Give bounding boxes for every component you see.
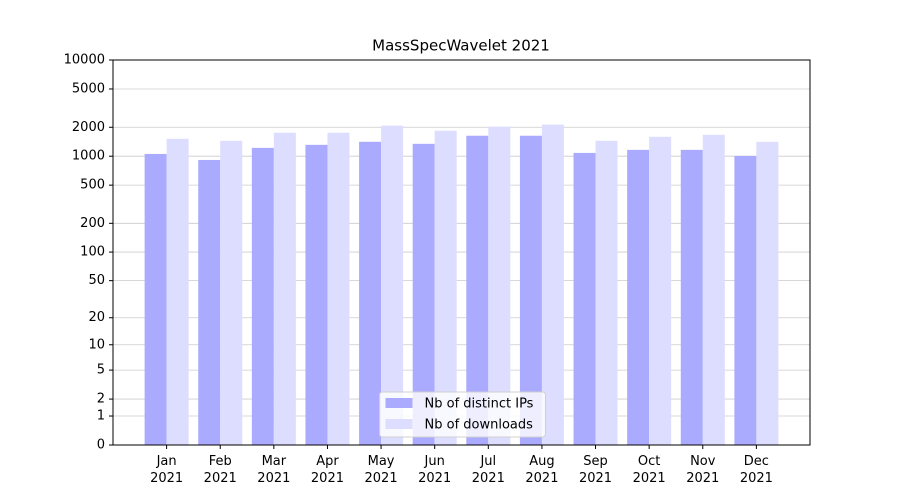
bar: [273, 132, 296, 446]
x-tick-label-line: 2021: [150, 471, 183, 486]
legend-box: [379, 391, 546, 438]
x-tick-label-line: 2021: [525, 471, 558, 486]
bar: [649, 136, 672, 445]
x-tick-label: May 2021: [365, 454, 398, 486]
x-tick-label-line: 2021: [686, 471, 719, 486]
bar: [702, 134, 725, 446]
bar: [519, 135, 542, 445]
x-tick-label-line: Sep: [583, 454, 608, 469]
bar: [488, 126, 511, 445]
x-tick-label-line: May: [368, 454, 395, 469]
y-tick-label: 200: [80, 216, 105, 231]
x-tick-label: Nov 2021: [686, 454, 719, 486]
y-tick-label: 20: [88, 310, 105, 325]
legend-swatch: [385, 398, 413, 408]
bar: [756, 141, 779, 445]
bar: [595, 140, 618, 445]
x-tick-label: Feb 2021: [204, 454, 237, 486]
y-tick-label: 50: [88, 273, 105, 288]
bar: [541, 124, 564, 445]
x-tick-label-line: 2021: [257, 471, 290, 486]
x-tick-label: Mar 2021: [257, 454, 290, 486]
y-tick-label: 0: [97, 438, 105, 453]
bar: [166, 138, 189, 445]
x-tick-label-line: 2021: [740, 471, 773, 486]
x-tick-label-line: Oct: [638, 454, 660, 469]
legend-label: Nb of distinct IPs: [425, 397, 534, 412]
y-tick-label: 10: [88, 337, 105, 352]
y-tick-label: 5000: [72, 81, 105, 96]
bar: [627, 149, 650, 446]
x-tick-label-line: Jul: [479, 454, 496, 469]
y-tick-label: 500: [80, 178, 105, 193]
x-tick-label-line: 2021: [204, 471, 237, 486]
legend-label: Nb of downloads: [425, 418, 534, 433]
y-tick-label: 2000: [72, 120, 105, 135]
x-tick-label-line: 2021: [418, 471, 451, 486]
chart-title: MassSpecWavelet 2021: [372, 37, 550, 55]
bars: [144, 124, 779, 446]
legend: Nb of distinct IPs Nb of downloads: [379, 391, 546, 438]
x-tick-label-line: 2021: [311, 471, 344, 486]
legend-swatch: [385, 419, 413, 429]
bar: [680, 149, 703, 446]
bar: [359, 141, 382, 445]
bar: [251, 147, 274, 445]
bar: [466, 135, 489, 445]
y-tick-label: 5: [97, 363, 105, 378]
bar: [220, 140, 243, 445]
x-tick-label: Apr 2021: [311, 454, 344, 486]
x-tick-label-line: Dec: [744, 454, 769, 469]
x-tick-label: Dec 2021: [740, 454, 773, 486]
ticks: 0 1 2 5 10 20 50 100 200 500 1000 2000 5000 10000 Jan 2…: [64, 53, 773, 486]
bar: [305, 144, 328, 446]
x-tick-label-line: 2021: [365, 471, 398, 486]
x-tick-label-line: 2021: [633, 471, 666, 486]
x-tick-label: Oct 2021: [633, 454, 666, 486]
x-tick-label-line: Feb: [209, 454, 232, 469]
bar: [434, 130, 457, 445]
bar: [734, 155, 757, 445]
y-tick-label: 100: [80, 245, 105, 260]
bar: [381, 125, 404, 445]
x-tick-label: Sep 2021: [579, 454, 612, 486]
x-tick-label-line: Apr: [316, 454, 339, 469]
x-tick-label-line: 2021: [472, 471, 505, 486]
x-tick-label-line: Mar: [262, 454, 287, 469]
y-tick-label: 1000: [72, 149, 105, 164]
bar: [144, 153, 167, 445]
bar: [327, 132, 350, 446]
x-tick-label-line: 2021: [579, 471, 612, 486]
x-tick-label-line: Nov: [690, 454, 716, 469]
y-tick-label: 10000: [64, 53, 105, 68]
x-tick-label: Jun 2021: [418, 454, 451, 486]
x-tick-label: Aug 2021: [525, 454, 558, 486]
x-tick-label-line: Aug: [529, 454, 554, 469]
bar: [198, 159, 221, 445]
y-tick-label: 2: [97, 392, 105, 407]
bar: [573, 152, 596, 446]
bar: [412, 143, 435, 445]
y-tick-label: 1: [97, 409, 105, 424]
x-tick-label: Jan 2021: [150, 454, 183, 486]
x-tick-label-line: Jan: [156, 454, 177, 469]
x-tick-label-line: Jun: [424, 454, 445, 469]
x-tick-label: Jul 2021: [472, 454, 505, 486]
